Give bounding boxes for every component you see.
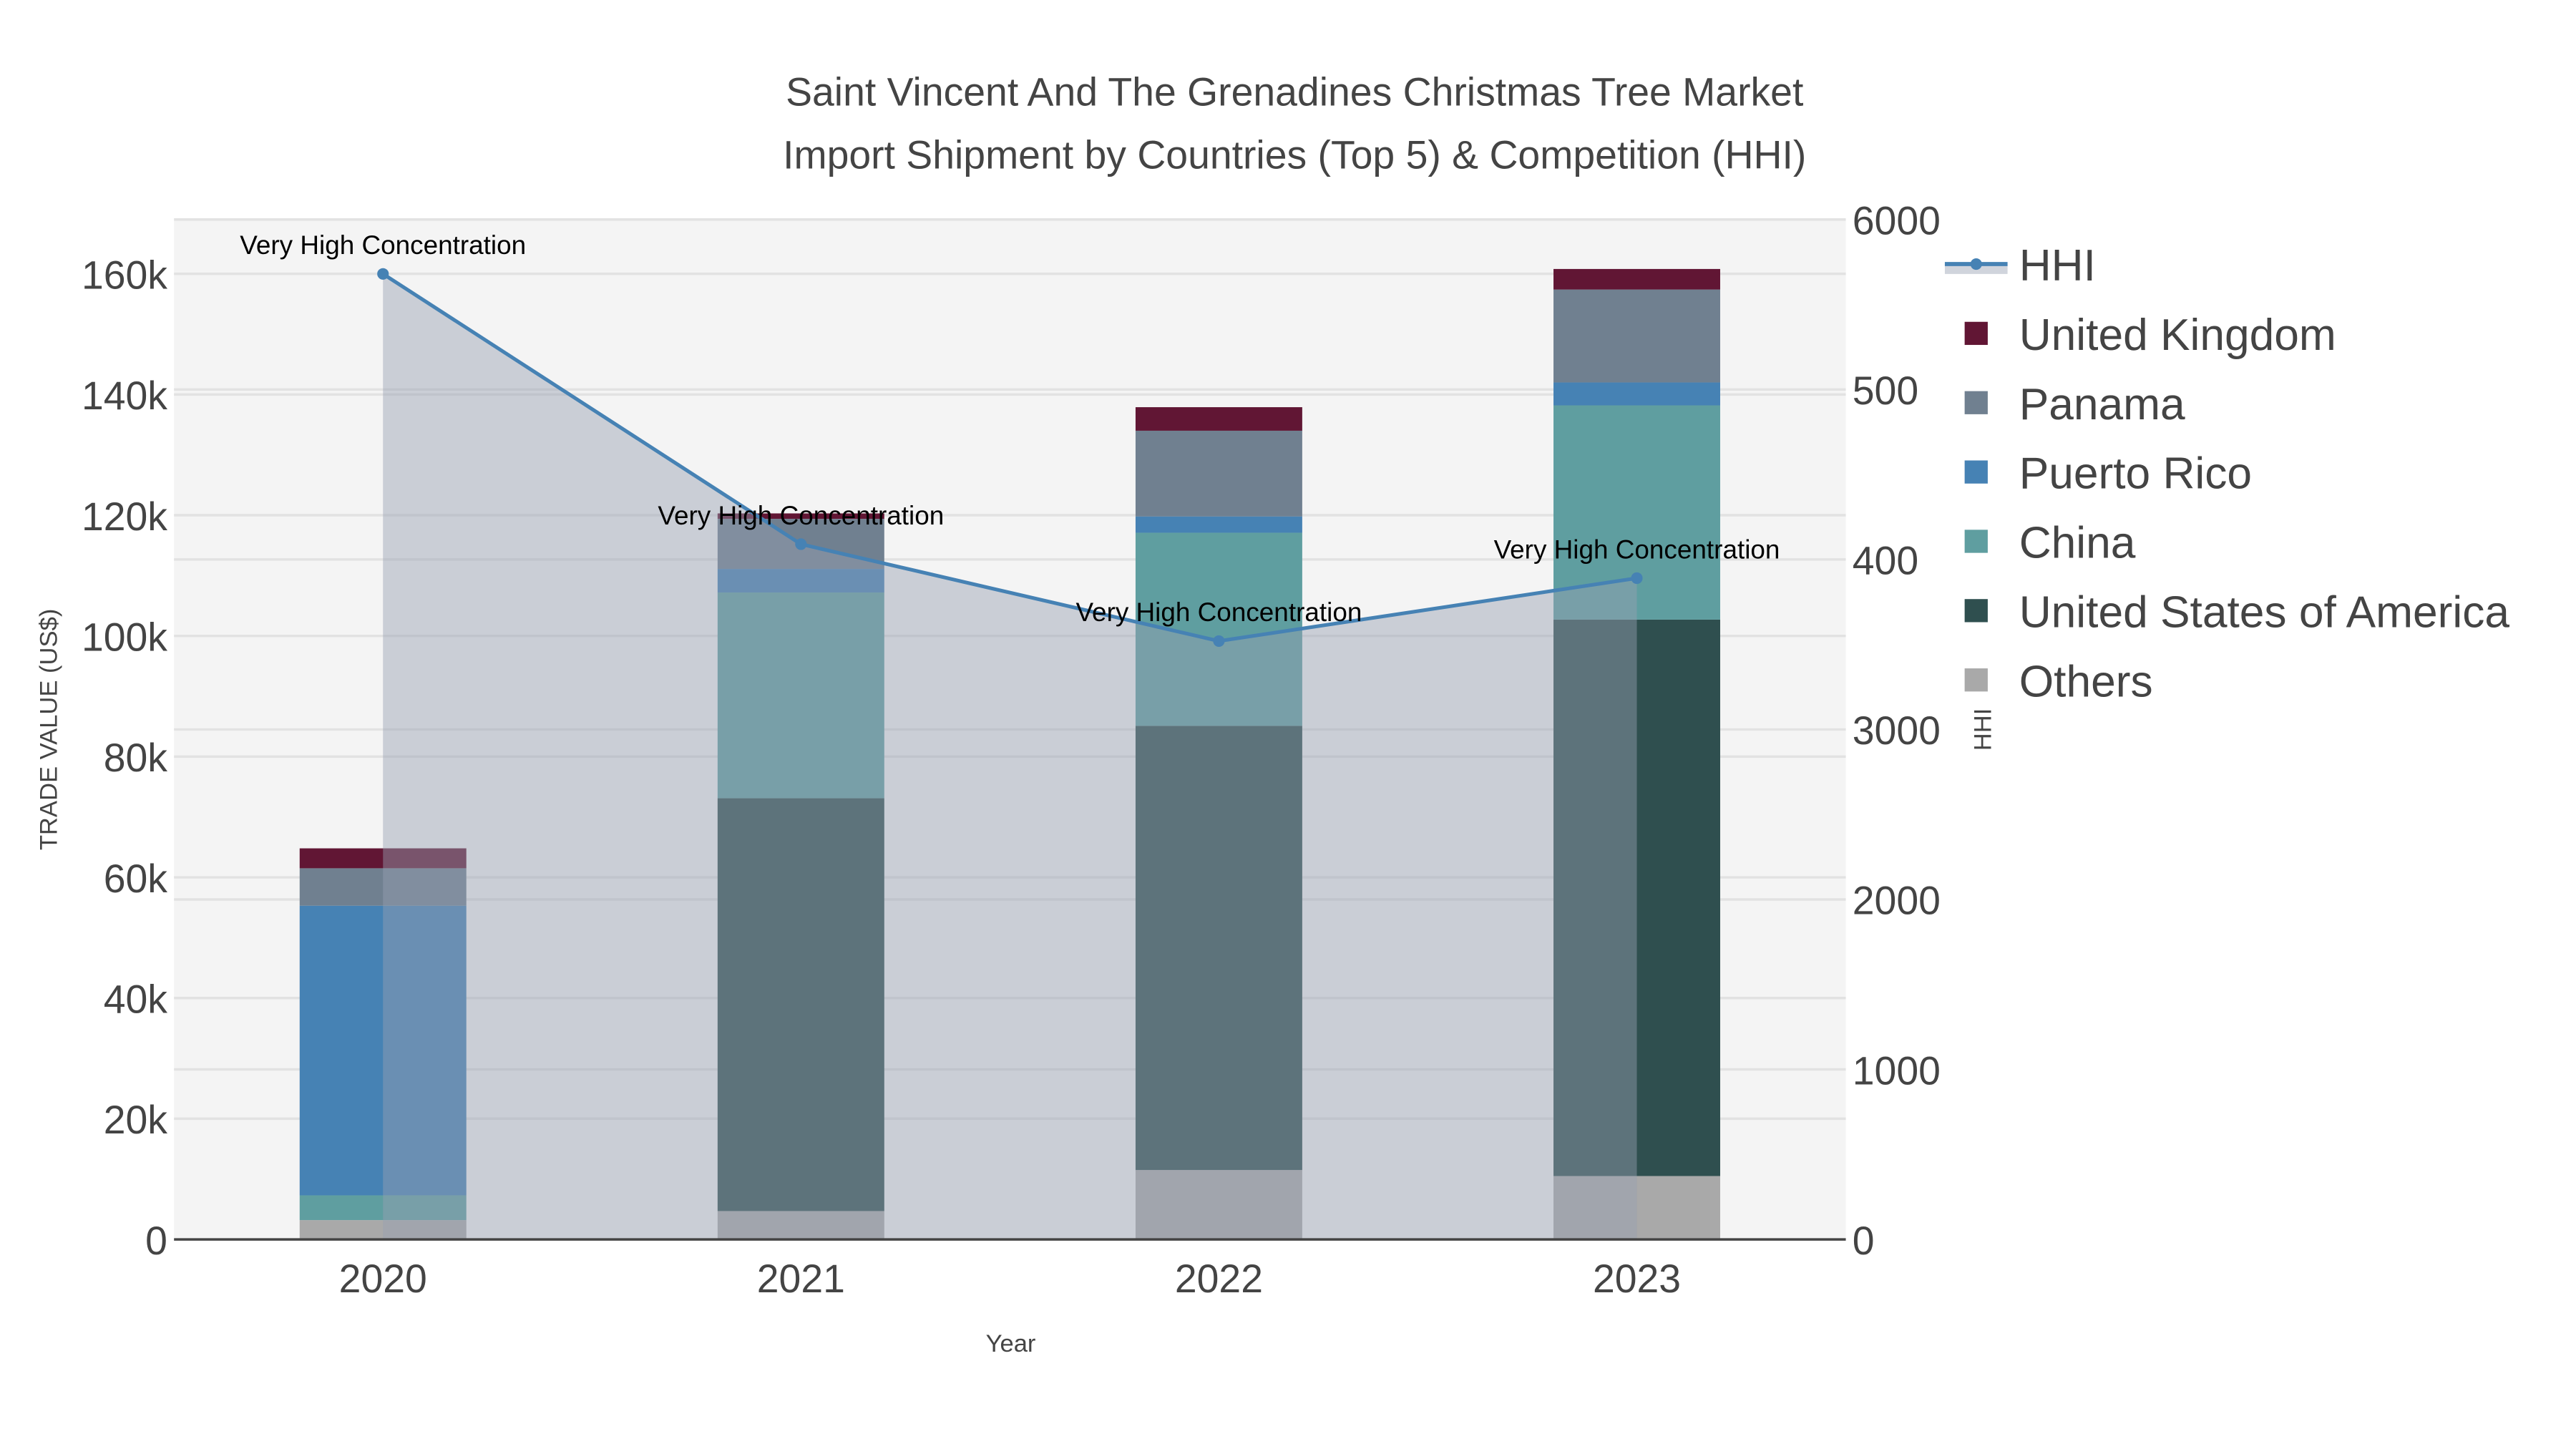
- hhi-series: Very High Concentration Very High Concent…: [240, 230, 1780, 1240]
- legend-label: United Kingdom: [2019, 311, 2336, 360]
- y2-tick-label: 2000: [1853, 879, 1941, 923]
- y-tick-label: 40k: [104, 977, 168, 1021]
- bar-segment-puerto-rico: [717, 569, 884, 592]
- legend: HHI United Kingdom Panama Puerto Rico China U…: [1944, 241, 2510, 706]
- legend-hhi-marker: [1970, 258, 1982, 270]
- x-tick-label: 2022: [1175, 1257, 1263, 1301]
- legend-swatch: [1964, 668, 1988, 692]
- y-tick-label: 80k: [104, 736, 168, 780]
- y2-tick-label: 3000: [1853, 708, 1941, 753]
- x-axis-ticks: 2020 2021 2022 2023: [339, 1257, 1681, 1301]
- y2-axis-ticks: 0 1000 2000 3000 400 500 6000: [1853, 199, 1941, 1263]
- x-tick-label: 2023: [1593, 1257, 1681, 1301]
- y2-tick-label: 0: [1853, 1219, 1875, 1263]
- legend-swatch: [1964, 391, 1988, 414]
- y-tick-label: 0: [145, 1219, 167, 1263]
- legend-swatch: [1964, 599, 1988, 623]
- x-tick-label: 2020: [339, 1257, 427, 1301]
- bar-segment-others: [299, 1220, 467, 1240]
- hhi-annotation: Very High Concentration: [1494, 535, 1780, 564]
- chart-title-line-2: Import Shipment by Countries (Top 5) & C…: [783, 132, 1806, 177]
- hhi-point: [1213, 635, 1225, 647]
- bar-segment-panama: [299, 868, 467, 906]
- bar-segment-others: [1553, 1176, 1720, 1240]
- y-tick-label: 60k: [104, 857, 168, 901]
- hhi-line: [381, 272, 1637, 643]
- x-axis-title: Year: [986, 1330, 1036, 1357]
- x-tick-label: 2021: [757, 1257, 845, 1301]
- bar-segment-others: [1135, 1170, 1302, 1240]
- bar-segment-puerto-rico: [299, 905, 467, 1196]
- bar-segment-united-kingdom: [299, 848, 467, 869]
- bar-segment-panama: [1135, 430, 1302, 517]
- legend-swatch: [1964, 460, 1988, 484]
- legend-label: Panama: [2019, 380, 2185, 429]
- hhi-annotation: Very High Concentration: [658, 501, 944, 530]
- hhi-point: [795, 538, 807, 550]
- hhi-point: [1631, 572, 1643, 585]
- legend-swatch: [1964, 321, 1988, 346]
- legend-label: Others: [2019, 657, 2153, 706]
- bar-segment-china: [717, 592, 884, 799]
- bar-segment-puerto-rico: [1135, 516, 1302, 533]
- bars: [299, 268, 1720, 1240]
- legend-label: China: [2019, 519, 2136, 568]
- y-axis-title: TRADE VALUE (US$): [35, 609, 62, 851]
- y2-axis-title: HHI: [1970, 708, 1997, 751]
- legend-swatch: [1964, 530, 1988, 553]
- hhi-annotation: Very High Concentration: [240, 230, 526, 260]
- bar-segment-china: [299, 1195, 467, 1221]
- bar-segment-others: [717, 1211, 884, 1240]
- y-tick-label: 160k: [82, 253, 167, 297]
- legend-label: HHI: [2019, 241, 2096, 291]
- y2-tick-label: 1000: [1853, 1048, 1941, 1093]
- y2-tick-label: 500: [1853, 369, 1918, 413]
- y-tick-label: 20k: [104, 1098, 168, 1142]
- y-tick-label: 120k: [82, 494, 167, 539]
- y-axis-ticks: 0 20k 40k 60k 80k 100k 120k 140k 160k: [82, 253, 167, 1262]
- y-tick-label: 140k: [82, 374, 167, 418]
- y2-tick-label: 6000: [1853, 199, 1941, 243]
- bar-segment-united-states-of-america: [1553, 619, 1720, 1176]
- bar-segment-panama: [1553, 289, 1720, 383]
- legend-label: United States of America: [2019, 587, 2510, 637]
- bar-segment-united-states-of-america: [717, 798, 884, 1211]
- hhi-area: [383, 273, 1637, 1240]
- hhi-annotation: Very High Concentration: [1075, 597, 1362, 627]
- bar-segment-puerto-rico: [1553, 382, 1720, 406]
- bar-segment-united-kingdom: [717, 513, 884, 519]
- legend-label: Puerto Rico: [2019, 449, 2252, 499]
- bar-segment-united-states-of-america: [1135, 726, 1302, 1171]
- chart-title-line-1: Saint Vincent And The Grenadines Christm…: [786, 70, 1803, 114]
- y2-tick-label: 400: [1853, 539, 1918, 583]
- bar-segment-united-kingdom: [1135, 407, 1302, 431]
- y-tick-label: 100k: [82, 615, 167, 659]
- hhi-point: [377, 268, 389, 280]
- bar-segment-united-kingdom: [1553, 268, 1720, 290]
